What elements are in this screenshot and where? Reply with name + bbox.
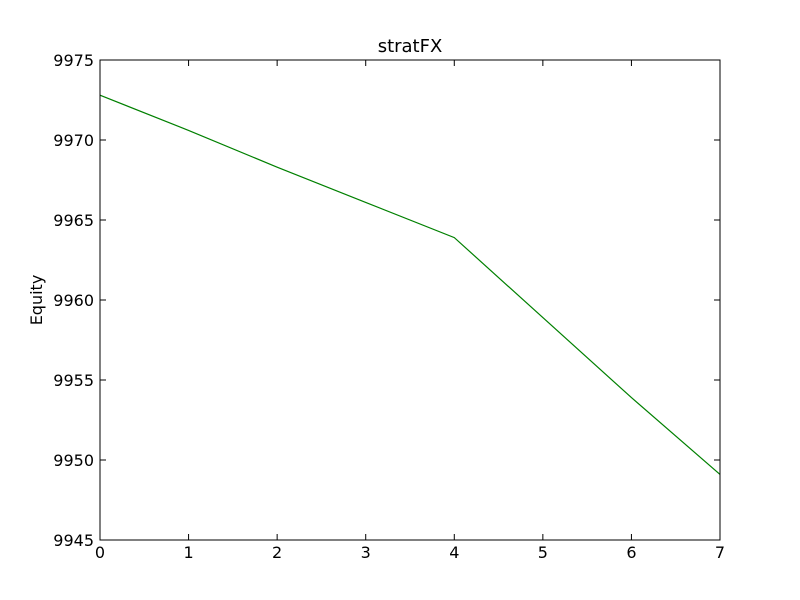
x-tick-label: 6 [626,543,636,562]
x-tick-label: 1 [183,543,193,562]
x-tick-label: 0 [95,543,105,562]
y-tick-label: 9965 [53,211,94,230]
y-tick-label: 9960 [53,291,94,310]
x-tick-label: 7 [715,543,725,562]
y-tick-label: 9955 [53,371,94,390]
y-tick-label: 9945 [53,531,94,550]
y-axis-label: Equity [27,275,46,326]
x-tick-label: 2 [272,543,282,562]
y-tick-label: 9975 [53,51,94,70]
x-tick-label: 4 [449,543,459,562]
x-tick-label: 3 [361,543,371,562]
series-line-0 [99,94,721,475]
chart-title: stratFX [378,36,443,57]
x-tick-label: 5 [538,543,548,562]
y-tick-label: 9970 [53,131,94,150]
plot-frame [99,59,721,541]
axis-ticks: 0 1 2 3 4 5 6 7 9945 9950 9955 9960 9965 9970 9975 [53,51,725,562]
y-tick-label: 9950 [53,451,94,470]
series-layer [99,94,721,475]
